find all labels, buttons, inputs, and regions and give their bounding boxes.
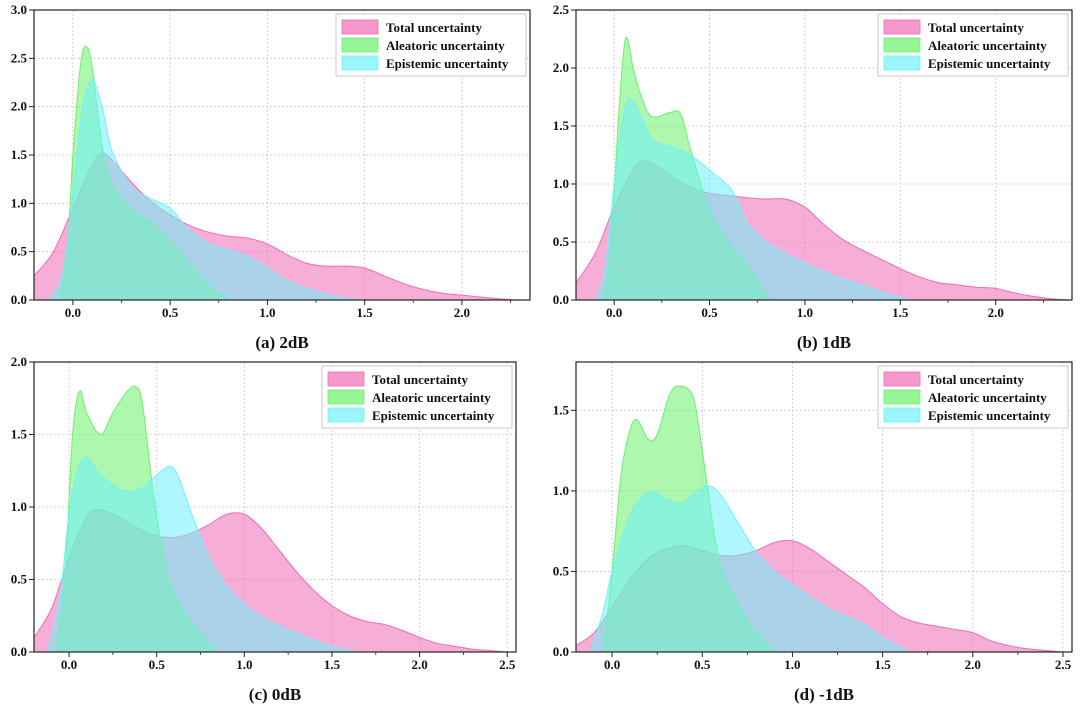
y-tick-label: 1.0 xyxy=(11,195,27,210)
density-area-epistemic xyxy=(595,99,910,300)
density-area-epistemic xyxy=(590,486,910,652)
legend-label-epistemic: Epistemic uncertainty xyxy=(928,56,1051,71)
density-line-epistemic xyxy=(47,457,359,652)
y-tick-label: 0.5 xyxy=(553,234,570,249)
x-tick-label: 1.0 xyxy=(236,657,252,672)
legend-swatch-epistemic xyxy=(883,407,921,423)
x-tick-label: 1.0 xyxy=(784,657,800,672)
legend-swatch-aleatoric xyxy=(341,37,379,53)
density-area-epistemic xyxy=(48,457,359,652)
y-tick-label: 2.5 xyxy=(11,50,28,65)
plot-frame xyxy=(575,361,1073,653)
y-tick-label: 0.5 xyxy=(553,563,570,578)
x-tick-label: 0.0 xyxy=(606,305,622,320)
y-tick-label: 1.5 xyxy=(11,147,28,162)
y-tick-label: 0.5 xyxy=(11,244,28,259)
legend-swatch-aleatoric xyxy=(327,389,365,405)
legend: Total uncertainty Aleatoric uncertainty Ep… xyxy=(335,13,527,77)
chart-panel-4: 0.0 0.5 1.0 1.5 2.0 2.5 0.0 0.5 1.0 1.5 (d) -1dB To… xyxy=(553,361,1073,704)
y-tick-label: 2.0 xyxy=(11,99,27,114)
y-tick-label: 0.0 xyxy=(11,292,27,307)
x-tick-label: 0.5 xyxy=(694,657,711,672)
plot-frame xyxy=(575,9,1073,301)
density-line-epistemic xyxy=(49,80,365,300)
legend-label-epistemic: Epistemic uncertainty xyxy=(386,56,509,71)
panel-caption: (b) 1dB xyxy=(797,333,851,352)
x-tick-label: 2.0 xyxy=(965,657,981,672)
y-tick-label: 1.5 xyxy=(553,402,570,417)
density-area-epistemic xyxy=(49,80,365,300)
legend-swatch-epistemic xyxy=(327,407,365,423)
y-tick-label: 1.5 xyxy=(553,118,570,133)
y-tick-label: 0.5 xyxy=(11,572,28,587)
y-tick-label: 3.0 xyxy=(11,2,27,17)
y-tick-label: 1.0 xyxy=(553,176,569,191)
legend-swatch-total xyxy=(327,371,365,387)
legend-swatch-epistemic xyxy=(883,55,921,71)
x-tick-label: 0.5 xyxy=(149,657,166,672)
y-tick-label: 0.0 xyxy=(11,644,27,659)
x-tick-label: 1.5 xyxy=(892,305,909,320)
legend-label-aleatoric: Aleatoric uncertainty xyxy=(386,38,505,53)
legend: Total uncertainty Aleatoric uncertainty Ep… xyxy=(321,365,513,429)
x-tick-label: 1.0 xyxy=(797,305,813,320)
legend-label-total: Total uncertainty xyxy=(928,372,1024,387)
x-tick-label: 2.0 xyxy=(454,305,470,320)
x-tick-label: 0.0 xyxy=(604,657,620,672)
legend-swatch-aleatoric xyxy=(883,389,921,405)
legend-swatch-aleatoric xyxy=(883,37,921,53)
y-tick-label: 1.0 xyxy=(11,499,27,514)
x-tick-label: 0.5 xyxy=(701,305,718,320)
legend-label-total: Total uncertainty xyxy=(928,20,1024,35)
panel-caption: (d) -1dB xyxy=(794,685,854,704)
legend-label-aleatoric: Aleatoric uncertainty xyxy=(372,390,491,405)
panel-caption: (a) 2dB xyxy=(255,333,308,352)
x-tick-label: 1.0 xyxy=(259,305,275,320)
legend-label-aleatoric: Aleatoric uncertainty xyxy=(928,38,1047,53)
legend-label-epistemic: Epistemic uncertainty xyxy=(372,408,495,423)
legend-swatch-total xyxy=(341,19,379,35)
legend-label-aleatoric: Aleatoric uncertainty xyxy=(928,390,1047,405)
y-tick-label: 0.0 xyxy=(553,292,569,307)
x-tick-label: 0.0 xyxy=(65,305,81,320)
legend-label-total: Total uncertainty xyxy=(372,372,468,387)
legend-label-epistemic: Epistemic uncertainty xyxy=(928,408,1051,423)
chart-panel-1: 0.0 0.5 1.0 1.5 2.0 0.0 0.5 1.0 1.5 2.0 2.5 3.0 (a) … xyxy=(11,2,531,352)
x-tick-label: 2.0 xyxy=(411,657,427,672)
y-tick-label: 2.5 xyxy=(553,2,570,17)
legend-label-total: Total uncertainty xyxy=(386,20,482,35)
chart-panel-3: 0.0 0.5 1.0 1.5 2.0 2.5 0.0 0.5 1.0 1.5 2.0 (c) 0dB… xyxy=(11,354,517,704)
x-tick-label: 1.5 xyxy=(324,657,341,672)
x-tick-label: 1.5 xyxy=(874,657,891,672)
legend: Total uncertainty Aleatoric uncertainty Ep… xyxy=(877,13,1069,77)
x-tick-label: 1.5 xyxy=(357,305,374,320)
x-tick-label: 2.5 xyxy=(1055,657,1072,672)
y-tick-label: 2.0 xyxy=(553,60,569,75)
legend-swatch-epistemic xyxy=(341,55,379,71)
y-tick-label: 0.0 xyxy=(553,644,569,659)
x-tick-label: 2.0 xyxy=(988,305,1004,320)
density-line-epistemic xyxy=(589,485,910,652)
density-line-epistemic xyxy=(594,98,910,300)
y-tick-label: 1.5 xyxy=(11,427,28,442)
y-tick-label: 2.0 xyxy=(11,354,27,369)
legend: Total uncertainty Aleatoric uncertainty Ep… xyxy=(877,365,1069,429)
x-tick-label: 0.0 xyxy=(61,657,77,672)
legend-swatch-total xyxy=(883,19,921,35)
panel-caption: (c) 0dB xyxy=(249,685,301,704)
x-tick-label: 0.5 xyxy=(162,305,179,320)
y-tick-label: 1.0 xyxy=(553,483,569,498)
legend-swatch-total xyxy=(883,371,921,387)
chart-panel-2: 0.0 0.5 1.0 1.5 2.0 0.0 0.5 1.0 1.5 2.0 2.5 (b) 1dB… xyxy=(553,2,1073,352)
x-tick-label: 2.5 xyxy=(499,657,516,672)
